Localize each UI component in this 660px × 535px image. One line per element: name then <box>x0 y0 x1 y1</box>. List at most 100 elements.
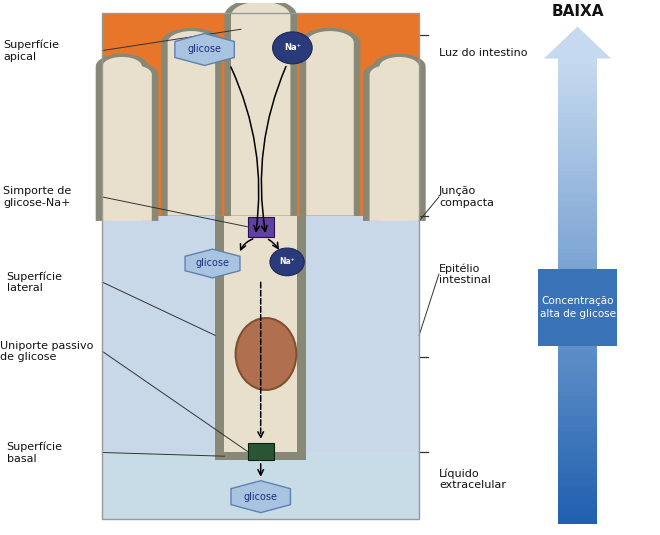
Bar <box>558 155 597 159</box>
Bar <box>558 519 597 524</box>
Bar <box>558 69 597 74</box>
Ellipse shape <box>236 318 296 390</box>
Bar <box>558 407 597 412</box>
Bar <box>558 306 597 311</box>
Bar <box>558 201 597 206</box>
Bar <box>558 473 597 478</box>
Bar <box>558 143 597 148</box>
Text: BAIXA: BAIXA <box>551 4 604 19</box>
Bar <box>558 57 597 63</box>
Bar <box>558 426 597 431</box>
Bar <box>558 135 597 140</box>
Bar <box>558 310 597 315</box>
Polygon shape <box>112 65 152 221</box>
Bar <box>558 415 597 419</box>
Bar <box>558 220 597 225</box>
Bar <box>558 186 597 190</box>
Polygon shape <box>306 31 354 216</box>
Bar <box>558 430 597 435</box>
Text: Concentração
alta de glicose: Concentração alta de glicose <box>539 296 616 319</box>
Bar <box>558 73 597 78</box>
Polygon shape <box>231 481 290 513</box>
Bar <box>558 418 597 423</box>
Bar <box>558 325 597 330</box>
Bar <box>558 387 597 392</box>
Bar <box>297 216 306 453</box>
Polygon shape <box>544 27 611 58</box>
Bar <box>248 443 274 460</box>
Bar <box>558 178 597 183</box>
Bar <box>558 81 597 86</box>
Bar <box>558 158 597 163</box>
Bar <box>558 131 597 136</box>
Bar <box>558 248 597 253</box>
Bar <box>558 368 597 373</box>
Bar <box>102 216 215 453</box>
Bar <box>215 453 306 460</box>
Bar <box>558 449 597 454</box>
Bar <box>558 488 597 493</box>
Bar <box>558 465 597 470</box>
Text: Simporte de
glicose-Na+: Simporte de glicose-Na+ <box>3 186 71 208</box>
Bar <box>558 275 597 280</box>
Bar <box>558 380 597 385</box>
Bar <box>558 329 597 334</box>
Text: Superfície
lateral: Superfície lateral <box>7 271 63 293</box>
Bar <box>558 461 597 466</box>
Bar <box>558 500 597 505</box>
Bar <box>558 279 597 284</box>
Bar <box>558 209 597 214</box>
Circle shape <box>270 248 304 276</box>
Polygon shape <box>102 57 142 221</box>
Text: Superfície
apical: Superfície apical <box>3 40 59 62</box>
Bar <box>558 349 597 354</box>
Bar <box>558 469 597 474</box>
Bar <box>558 294 597 299</box>
Polygon shape <box>379 57 419 221</box>
Bar <box>215 216 224 453</box>
Bar <box>306 216 419 453</box>
Text: Superfície
basal: Superfície basal <box>7 441 63 463</box>
Bar <box>558 364 597 369</box>
Bar <box>558 411 597 416</box>
Bar <box>558 100 597 105</box>
Bar <box>558 182 597 187</box>
Polygon shape <box>168 31 215 216</box>
Polygon shape <box>370 65 409 221</box>
Bar <box>558 104 597 109</box>
Bar <box>558 504 597 509</box>
Bar <box>558 174 597 179</box>
Bar <box>558 399 597 404</box>
Bar <box>558 360 597 365</box>
Bar <box>558 511 597 517</box>
Bar <box>558 314 597 319</box>
Bar <box>558 259 597 264</box>
Bar <box>558 197 597 202</box>
Bar <box>558 151 597 156</box>
Bar <box>558 508 597 513</box>
Bar <box>558 422 597 427</box>
Bar <box>558 251 597 256</box>
Bar <box>558 438 597 443</box>
Polygon shape <box>300 28 360 216</box>
Text: glicose: glicose <box>244 492 278 502</box>
Bar <box>558 193 597 198</box>
Polygon shape <box>231 2 290 216</box>
Bar <box>558 457 597 462</box>
Bar <box>558 236 597 241</box>
Polygon shape <box>161 28 222 216</box>
Bar <box>102 216 419 453</box>
Polygon shape <box>185 249 240 278</box>
Polygon shape <box>224 0 297 216</box>
Bar <box>558 372 597 377</box>
Bar <box>558 333 597 338</box>
Bar <box>248 217 274 237</box>
Bar <box>558 147 597 152</box>
Bar <box>558 318 597 323</box>
Bar <box>558 232 597 237</box>
Bar <box>558 298 597 303</box>
Bar <box>558 267 597 272</box>
Bar <box>558 434 597 439</box>
Polygon shape <box>175 34 234 65</box>
Bar <box>558 112 597 117</box>
